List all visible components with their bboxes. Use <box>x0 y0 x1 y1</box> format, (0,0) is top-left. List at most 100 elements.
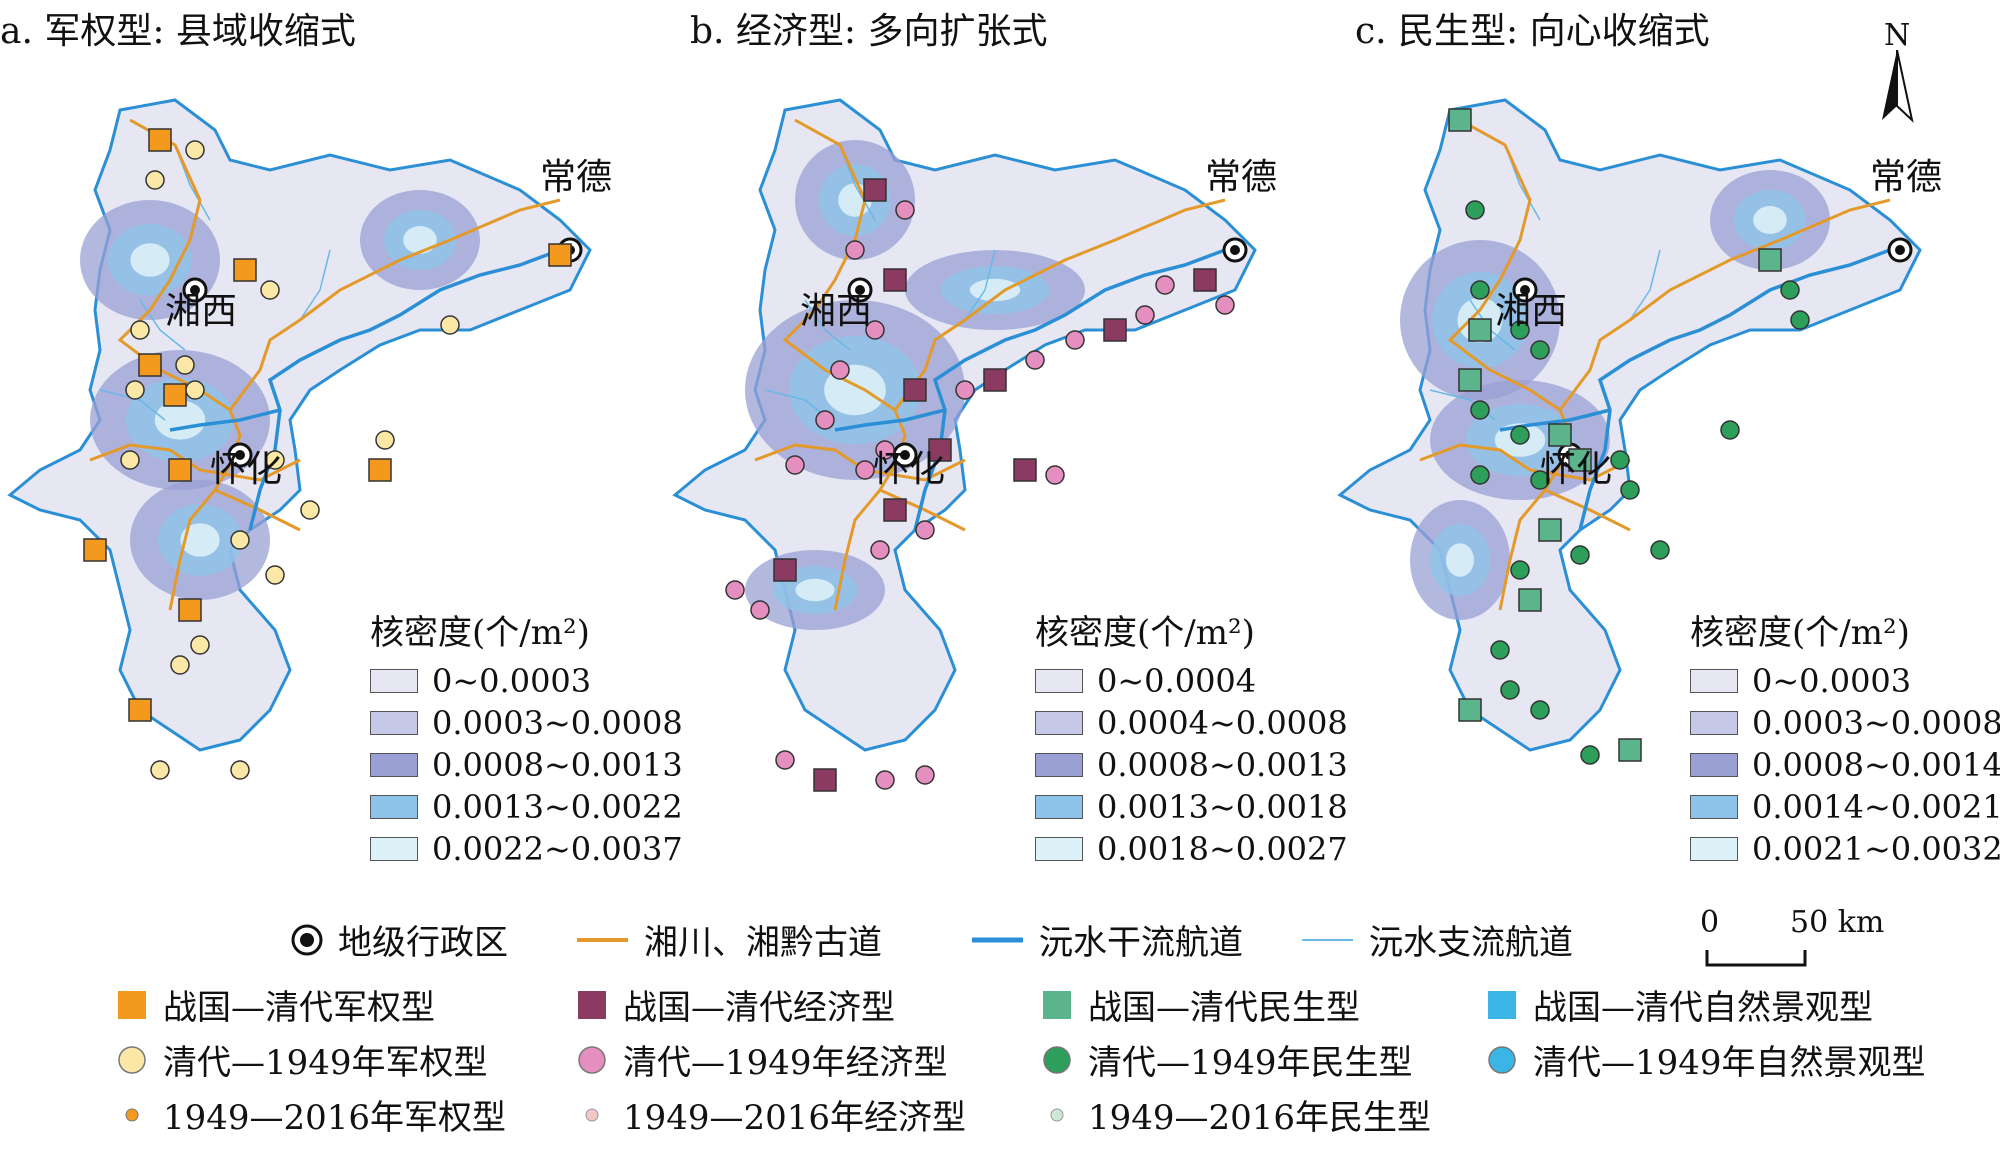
scale-zero: 0 <box>1700 905 1720 940</box>
site-marker <box>1620 480 1640 500</box>
density-swatch-3 <box>1690 753 1738 777</box>
legend-label: 地级行政区 <box>338 923 508 963</box>
legend-main-river: 沅水干流航道 <box>970 915 1243 964</box>
site-marker <box>983 368 1007 392</box>
admin-center-dot <box>900 450 910 460</box>
legend-label: 战国—清代自然景观型 <box>1533 988 1873 1028</box>
density-swatch-4 <box>370 795 418 819</box>
main-river <box>169 248 561 531</box>
density-row: 0.0008~0.0013 <box>370 744 683 786</box>
legend-road: 湘川、湘黔古道 <box>575 915 882 964</box>
panel-a: a. 军权型: 县域收缩式 湘西 怀化 常德 核密度(个/m²) 0~0.000… <box>0 0 683 880</box>
site-marker <box>1215 295 1235 315</box>
density-swatch-5 <box>1035 837 1083 861</box>
site-marker <box>915 520 935 540</box>
panel-c: c. 民生型: 向心收缩式 湘西 怀化 常德 核密度(个/m²) 0~0.000… <box>1330 0 2000 880</box>
density-row: 0~0.0003 <box>1690 660 2000 702</box>
site-marker <box>260 280 280 300</box>
maroon-square-icon <box>578 990 606 1019</box>
green-square-icon <box>1043 990 1071 1019</box>
site-marker <box>875 770 895 790</box>
density-swatch-2 <box>1690 711 1738 735</box>
site-marker <box>955 380 975 400</box>
density-label: 0.0018~0.0027 <box>1097 830 1348 868</box>
site-marker <box>845 240 865 260</box>
map-group <box>672 98 1257 792</box>
site-marker <box>1458 698 1482 722</box>
legend-economic-mid: 清代—1949年经济型 <box>575 1035 948 1084</box>
legend-branch-river: 沅水支流航道 <box>1300 915 1573 964</box>
site-marker <box>1518 588 1542 612</box>
city-label-changde: 常德 <box>1205 157 1278 198</box>
site-marker <box>870 540 890 560</box>
panel-title: a. 军权型: 县域收缩式 <box>0 11 356 52</box>
site-marker <box>1538 518 1562 542</box>
site-marker <box>1465 200 1485 220</box>
legend-label: 清代—1949年军权型 <box>163 1043 488 1083</box>
site-marker <box>1103 318 1127 342</box>
site-marker <box>1650 540 1670 560</box>
city-label-huaihua: 怀化 <box>210 449 283 490</box>
orange-square-icon <box>118 990 146 1019</box>
site-marker <box>138 353 162 377</box>
density-label: 0.0021~0.0032 <box>1752 830 2000 868</box>
density-zone <box>403 226 437 254</box>
site-marker <box>168 458 192 482</box>
site-marker <box>1758 248 1782 272</box>
density-swatch-4 <box>1690 795 1738 819</box>
legend-economic-old: 战国—清代经济型 <box>575 980 895 1029</box>
road-line-icon <box>577 937 628 942</box>
city-label-huaihua: 怀化 <box>873 449 946 490</box>
density-row: 0.0008~0.0014 <box>1690 744 2000 786</box>
site-marker <box>863 178 887 202</box>
density-row: 0.0003~0.0008 <box>1690 702 2000 744</box>
site-marker <box>1490 640 1510 660</box>
site-marker <box>883 268 907 292</box>
site-marker <box>775 750 795 770</box>
site-marker <box>1780 280 1800 300</box>
density-label: 0~0.0004 <box>1097 662 1257 700</box>
density-label: 0.0003~0.0008 <box>1752 704 2000 742</box>
site-marker <box>233 258 257 282</box>
site-marker <box>1510 560 1530 580</box>
legend-military-new: 1949—2016年军权型 <box>115 1090 506 1139</box>
legend-livelihood-new: 1949—2016年民生型 <box>1040 1090 1431 1139</box>
site-marker <box>1470 280 1490 300</box>
density-label: 0.0013~0.0018 <box>1097 788 1348 826</box>
scale-distance: 50 km <box>1790 905 1885 940</box>
legend-label: 1949—2016年民生型 <box>1088 1098 1432 1138</box>
site-marker <box>148 128 172 152</box>
site-marker <box>1458 368 1482 392</box>
site-marker <box>440 315 460 335</box>
density-swatch-1 <box>1035 669 1083 693</box>
site-marker <box>1618 738 1642 762</box>
legend-label: 沅水干流航道 <box>1039 923 1243 963</box>
site-marker <box>83 538 107 562</box>
site-marker <box>548 243 572 267</box>
legend-admin: 地级行政区 <box>290 915 508 964</box>
site-marker <box>725 580 745 600</box>
site-marker <box>750 600 770 620</box>
site-marker <box>265 565 285 585</box>
site-marker <box>120 450 140 470</box>
site-marker <box>865 320 885 340</box>
branch-river <box>99 144 331 421</box>
legend-label: 战国—清代民生型 <box>1088 988 1360 1028</box>
density-row: 0.0013~0.0018 <box>1035 786 1348 828</box>
density-swatch-3 <box>370 753 418 777</box>
legend-military-old: 战国—清代军权型 <box>115 980 435 1029</box>
city-label-xiangxi: 湘西 <box>165 291 238 332</box>
site-marker <box>1470 465 1490 485</box>
legend-label: 清代—1949年经济型 <box>623 1043 948 1083</box>
admin-center-dot <box>190 285 200 295</box>
legend-label: 清代—1949年民生型 <box>1088 1043 1413 1083</box>
site-marker <box>785 455 805 475</box>
admin-center-icon <box>291 924 323 955</box>
site-marker <box>855 460 875 480</box>
site-marker <box>1510 320 1530 340</box>
map-a <box>7 98 592 780</box>
site-marker <box>265 450 285 470</box>
site-marker <box>1570 545 1590 565</box>
site-marker <box>895 200 915 220</box>
map-b <box>672 98 1257 792</box>
